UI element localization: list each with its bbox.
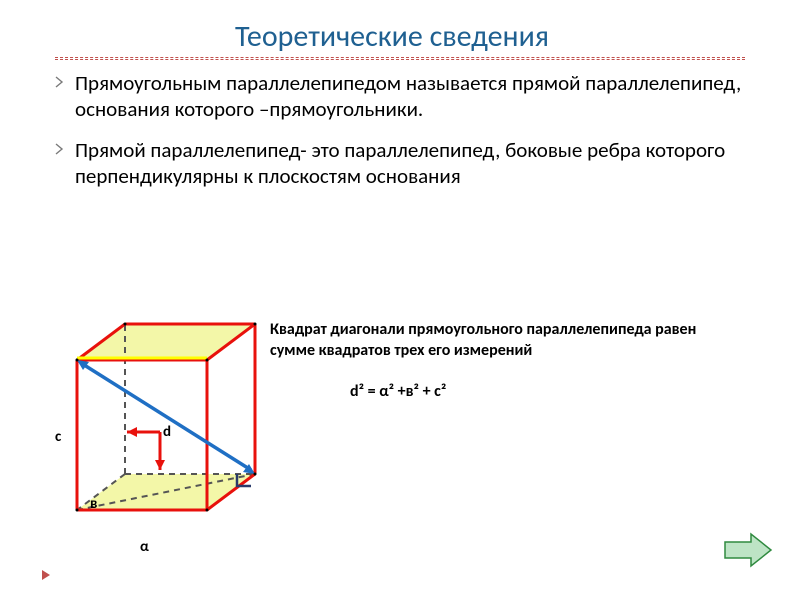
divider <box>55 59 745 60</box>
slide-marker-icon <box>42 570 50 580</box>
bullet-item: Прямой параллелепипед- это параллелепипе… <box>55 137 745 190</box>
label-d: d <box>163 423 171 441</box>
bullet-list: Прямоугольным параллелепипедом называетс… <box>55 70 745 189</box>
cuboid-diagram <box>55 310 265 555</box>
chevron-icon <box>55 76 65 88</box>
label-c: с <box>55 428 61 446</box>
label-a: α <box>140 538 149 556</box>
label-b: в <box>90 495 97 513</box>
slide-title: Теоретические сведения <box>235 20 745 53</box>
bullet-text: Прямоугольным параллелепипедом называетс… <box>75 70 741 122</box>
chevron-icon <box>55 143 65 155</box>
diagram-area: с в α d Квадрат диагонали прямоугольного… <box>55 310 755 580</box>
next-button[interactable] <box>721 530 775 575</box>
bullet-text: Прямой параллелепипед- это параллелепипе… <box>75 137 725 189</box>
divider <box>55 57 745 58</box>
theorem-text: Квадрат диагонали прямоугольного паралле… <box>270 320 730 362</box>
bullet-item: Прямоугольным параллелепипедом называетс… <box>55 70 745 123</box>
slide-root: Теоретические сведения Прямоугольным пар… <box>0 0 800 600</box>
theorem-block: Квадрат диагонали прямоугольного паралле… <box>270 320 730 401</box>
formula: d² = α² +в² + с² <box>350 382 730 401</box>
